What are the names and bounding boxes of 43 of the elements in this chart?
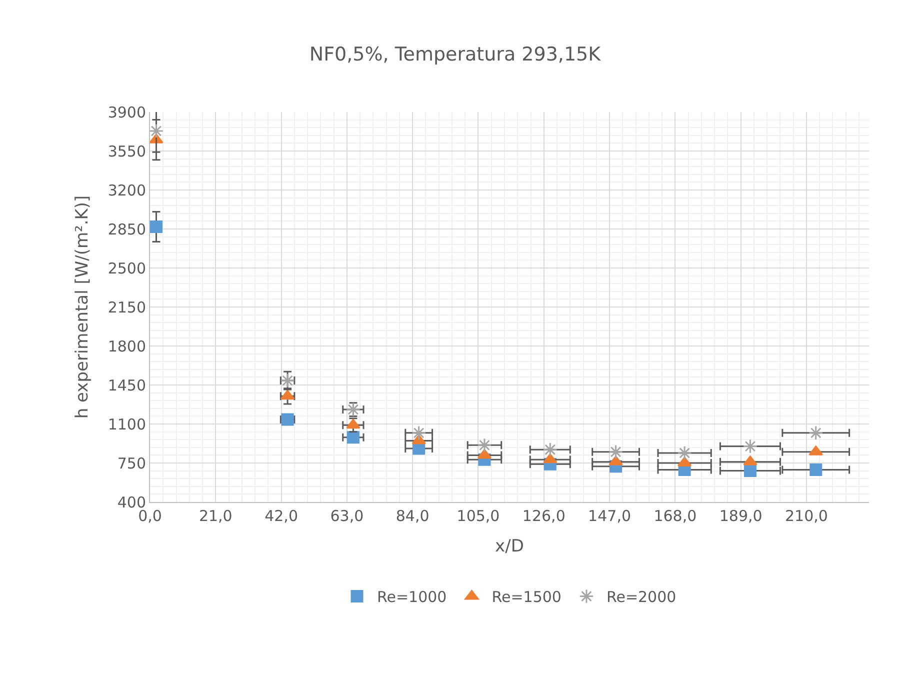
y-tick-label: 2500: [108, 259, 146, 278]
point: [543, 453, 558, 464]
y-tick-label: 3550: [108, 142, 146, 160]
x-tick-label: 84,0: [396, 507, 430, 525]
point: [346, 402, 361, 417]
point: [346, 418, 360, 429]
point: [150, 124, 164, 138]
x-tick-label: 210,0: [785, 507, 828, 525]
x-tick-label: 168,0: [654, 507, 697, 525]
point: [677, 446, 692, 460]
point: [742, 438, 758, 454]
point: [477, 448, 492, 459]
y-tick-label: 2850: [108, 220, 146, 238]
chart-title: NF0,5%, Temperatura 293,15K: [309, 43, 602, 66]
y-tick-label: 1450: [108, 376, 146, 394]
x-tick-label: 189,0: [719, 507, 762, 525]
x-tick-label: 42,0: [264, 507, 298, 525]
point: [810, 463, 822, 476]
y-tick-label: 750: [117, 454, 146, 472]
x-tick-label: 147,0: [588, 507, 632, 525]
point: [412, 442, 426, 455]
point: [411, 426, 426, 440]
y-tick-label: 1800: [108, 337, 146, 356]
point: [150, 220, 162, 234]
point: [346, 431, 360, 444]
legend-label: Re=1500: [492, 588, 562, 606]
legend-label: Re=1000: [377, 588, 447, 606]
x-tick-label: 63,0: [330, 507, 364, 525]
y-axis-title: h experimental [W/(m².K)]: [72, 195, 92, 419]
y-tick-label: 3900: [108, 103, 146, 122]
y-tick-label: 2150: [108, 298, 146, 316]
x-tick-label: 21,0: [198, 507, 232, 525]
point: [542, 442, 558, 457]
x-axis-title: x/D: [495, 536, 524, 556]
legend-label: Re=2000: [606, 588, 676, 606]
point: [808, 426, 824, 440]
y-tick-label: 3200: [108, 181, 146, 200]
point: [744, 464, 756, 478]
x-tick-label: 126,0: [522, 507, 566, 525]
y-tick-label: 1100: [108, 415, 146, 434]
x-tick-label: 105,0: [456, 507, 500, 525]
point: [477, 438, 492, 453]
point: [608, 444, 624, 460]
